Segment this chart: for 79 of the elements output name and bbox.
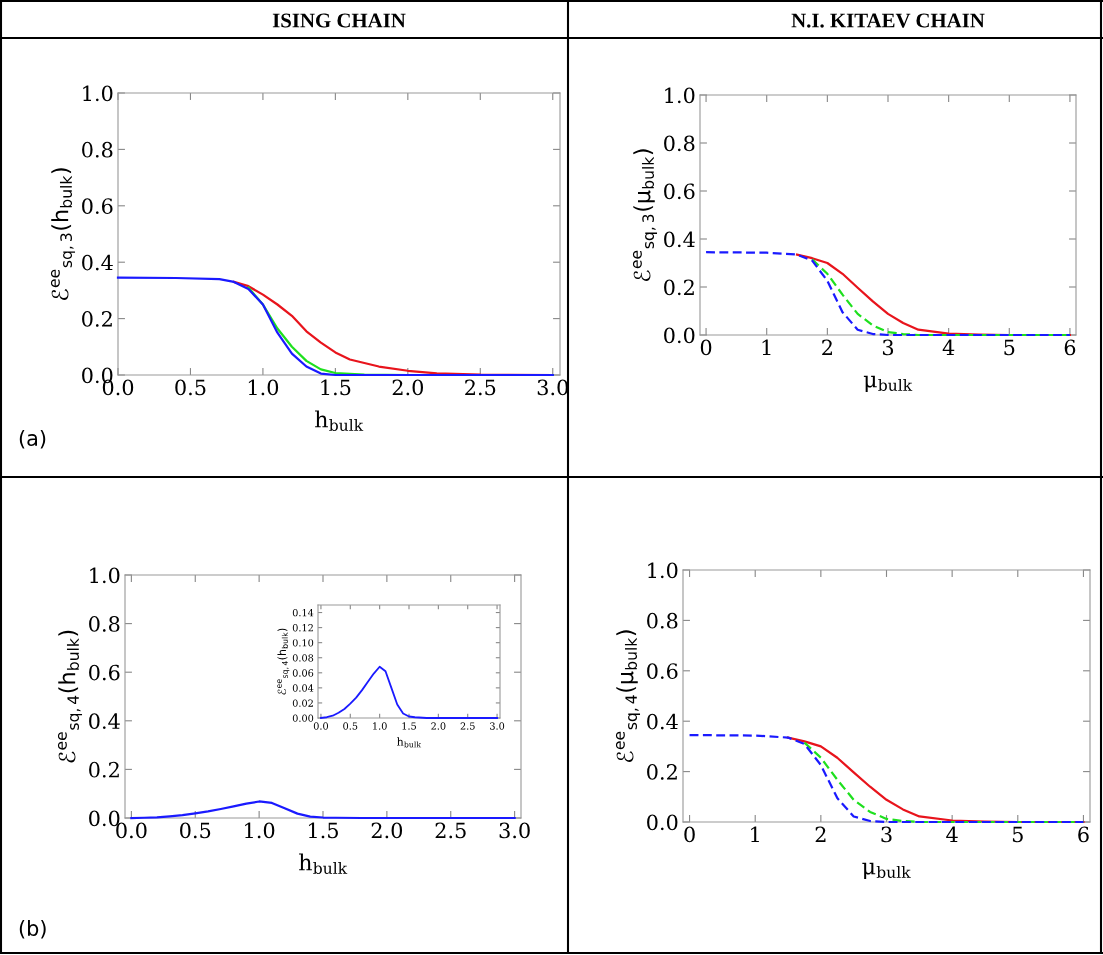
x-tick-label: 2.0 (392, 379, 424, 396)
y-axis-title: ℰ$^{ee}$$_{sq,4}$(μ$_{bulk}$) (615, 630, 641, 763)
y-tick-label: 0.8 (647, 612, 678, 629)
chart-title: N.I. KITAEV CHAIN (791, 13, 985, 28)
x-tick-label: 3 (882, 339, 894, 356)
y-tick-label: 0.6 (664, 183, 695, 200)
x-tick-label: 3.0 (499, 822, 530, 839)
x-tick-label: 1 (762, 339, 771, 355)
y-tick-label: 0.10 (292, 639, 314, 647)
x-tick-label: 2.5 (435, 822, 466, 839)
x-tick-label: 2 (815, 826, 826, 842)
y-tick-label: 1.0 (83, 85, 113, 102)
y-axis-title: ℰ$^{ee}$$_{sq,3}$(μ$_{bulk}$) (632, 149, 658, 282)
x-tick-label: 0.0 (313, 722, 329, 730)
y-tick-label: 0.6 (82, 198, 113, 215)
y-tick-label: 0.4 (664, 231, 695, 248)
x-tick-label: 0.5 (343, 722, 358, 730)
x-tick-label: 4 (942, 339, 955, 355)
x-tick-label: 1.0 (245, 822, 275, 839)
x-axis-title: h$_{bulk}$ (315, 410, 364, 431)
y-tick-label: 1.0 (90, 567, 120, 584)
x-tick-label: 1.5 (321, 379, 351, 396)
y-axis-title: ℰ$^{ee}$$_{sq,4}$(h$_{bulk}$) (57, 630, 83, 763)
x-tick-label: 0 (684, 826, 695, 843)
y-tick-label: 0.6 (89, 664, 120, 681)
y-tick-label: 0.8 (82, 141, 113, 158)
y-tick-label: 0.4 (89, 713, 120, 730)
y-tick-label: 0.2 (664, 279, 694, 296)
y-tick-label: 0.04 (292, 684, 314, 692)
x-axis-title: μ$_{bulk}$ (862, 862, 911, 879)
y-tick-label: 0.12 (292, 624, 313, 632)
x-axis-title: h$_{bulk}$ (299, 853, 348, 874)
x-tick-label: 3 (881, 826, 892, 843)
x-tick-label: 2.0 (371, 822, 403, 839)
x-tick-label: 0 (700, 339, 712, 356)
y-tick-label: 0.0 (664, 327, 695, 344)
line-series (704, 251, 1072, 337)
line-series (116, 276, 554, 377)
y-tick-label: 1.0 (648, 562, 678, 579)
y-tick-label: 0.06 (292, 669, 314, 677)
line-series (130, 800, 516, 820)
x-tick-label: 1.5 (308, 822, 338, 839)
y-tick-label: 0.2 (82, 311, 112, 327)
x-tick-label: 2.0 (431, 722, 446, 730)
x-tick-label: 1 (751, 826, 759, 842)
x-tick-label: 2 (822, 339, 832, 355)
line-series (688, 733, 1085, 824)
text: (b) (19, 919, 46, 939)
x-tick-label: 0.5 (175, 379, 206, 396)
y-tick-label: 0.8 (664, 135, 695, 152)
y-tick-label: 0.8 (89, 616, 120, 632)
text: (a) (19, 429, 46, 449)
chart-title: ISING CHAIN (272, 13, 406, 28)
x-tick-label: 4 (946, 826, 958, 842)
y-axis-title: ℰ$^{ee}$$_{sq,4}$(h$_{bulk}$) (277, 628, 290, 695)
y-tick-label: 0.6 (647, 663, 678, 680)
x-tick-label: 0.5 (180, 822, 211, 839)
x-tick-label: 6 (1064, 339, 1076, 356)
x-tick-label: 5 (1004, 339, 1015, 356)
x-axis-title: μ$_{bulk}$ (863, 375, 913, 392)
y-axis-title: ℰ$^{ee}$$_{sq,3}$(h$_{bulk}$) (50, 168, 76, 300)
x-tick-label: 5 (1012, 826, 1023, 843)
y-tick-label: 0.4 (647, 713, 678, 730)
y-tick-label: 0.08 (292, 654, 314, 662)
y-tick-label: 0.4 (82, 254, 113, 271)
x-tick-label: 1.5 (402, 722, 416, 730)
y-tick-label: 0.2 (89, 761, 119, 778)
y-tick-label: 0.00 (292, 714, 314, 722)
x-tick-label: 1.0 (248, 379, 279, 396)
x-axis-title: h$_{bulk}$ (397, 737, 422, 748)
y-tick-label: 0.14 (292, 609, 314, 617)
x-tick-label: 3.0 (490, 722, 505, 730)
x-tick-label: 2.5 (460, 722, 475, 730)
x-tick-label: 6 (1078, 826, 1089, 843)
x-tick-label: 2.5 (465, 379, 496, 396)
y-tick-label: 1.0 (665, 87, 695, 104)
y-tick-label: 0.2 (647, 764, 677, 780)
x-tick-label: 1.0 (373, 722, 387, 730)
y-tick-label: 0.02 (292, 699, 313, 707)
